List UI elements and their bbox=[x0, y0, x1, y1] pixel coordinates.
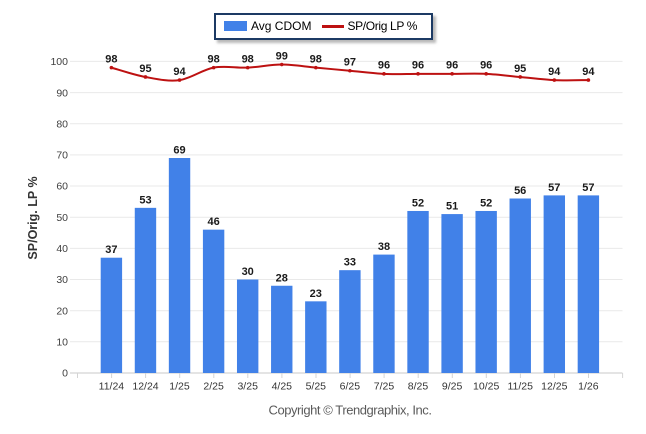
svg-text:99: 99 bbox=[276, 50, 288, 62]
svg-text:9/25: 9/25 bbox=[442, 381, 463, 393]
svg-text:98: 98 bbox=[310, 53, 322, 65]
svg-text:0: 0 bbox=[62, 368, 68, 380]
svg-text:98: 98 bbox=[242, 53, 254, 65]
svg-text:52: 52 bbox=[480, 198, 492, 210]
svg-text:96: 96 bbox=[446, 60, 458, 72]
svg-text:1/25: 1/25 bbox=[169, 381, 190, 393]
svg-text:4/25: 4/25 bbox=[272, 381, 293, 393]
svg-text:30: 30 bbox=[56, 274, 68, 286]
svg-text:98: 98 bbox=[207, 53, 219, 65]
svg-text:23: 23 bbox=[310, 288, 322, 300]
svg-text:5/25: 5/25 bbox=[306, 381, 327, 393]
svg-text:1/26: 1/26 bbox=[578, 381, 599, 393]
svg-text:6/25: 6/25 bbox=[340, 381, 361, 393]
svg-text:90: 90 bbox=[56, 87, 68, 99]
svg-text:96: 96 bbox=[412, 60, 424, 72]
svg-text:97: 97 bbox=[344, 57, 356, 69]
svg-text:37: 37 bbox=[105, 244, 117, 256]
svg-text:96: 96 bbox=[480, 60, 492, 72]
svg-text:52: 52 bbox=[412, 198, 424, 210]
svg-text:94: 94 bbox=[173, 66, 186, 78]
svg-text:80: 80 bbox=[56, 118, 68, 130]
svg-text:SP/Orig. LP %: SP/Orig. LP % bbox=[26, 176, 40, 259]
svg-text:94: 94 bbox=[582, 66, 595, 78]
svg-text:30: 30 bbox=[242, 266, 254, 278]
svg-text:10/25: 10/25 bbox=[473, 381, 499, 393]
svg-text:Copyright © Trendgraphix, Inc.: Copyright © Trendgraphix, Inc. bbox=[269, 403, 432, 418]
svg-text:38: 38 bbox=[378, 241, 390, 253]
svg-text:60: 60 bbox=[56, 181, 68, 193]
svg-text:10: 10 bbox=[56, 337, 68, 349]
svg-text:40: 40 bbox=[56, 243, 68, 255]
svg-text:50: 50 bbox=[56, 212, 68, 224]
svg-text:70: 70 bbox=[56, 150, 68, 162]
svg-text:2/25: 2/25 bbox=[203, 381, 224, 393]
svg-text:11/24: 11/24 bbox=[99, 381, 125, 393]
svg-text:100: 100 bbox=[50, 56, 68, 68]
svg-text:57: 57 bbox=[548, 182, 560, 194]
svg-text:51: 51 bbox=[446, 201, 458, 213]
svg-text:95: 95 bbox=[514, 63, 526, 75]
svg-text:33: 33 bbox=[344, 257, 356, 269]
svg-text:28: 28 bbox=[276, 272, 288, 284]
svg-text:3/25: 3/25 bbox=[237, 381, 258, 393]
svg-text:8/25: 8/25 bbox=[408, 381, 429, 393]
svg-text:20: 20 bbox=[56, 305, 68, 317]
svg-text:53: 53 bbox=[139, 194, 151, 206]
svg-text:69: 69 bbox=[173, 145, 185, 157]
svg-text:94: 94 bbox=[548, 66, 561, 78]
svg-text:11/25: 11/25 bbox=[507, 381, 533, 393]
svg-text:98: 98 bbox=[105, 53, 117, 65]
svg-text:56: 56 bbox=[514, 185, 526, 197]
svg-text:46: 46 bbox=[207, 216, 219, 228]
svg-text:95: 95 bbox=[139, 63, 151, 75]
svg-text:57: 57 bbox=[582, 182, 594, 194]
svg-text:96: 96 bbox=[378, 60, 390, 72]
svg-text:12/24: 12/24 bbox=[132, 381, 158, 393]
svg-text:7/25: 7/25 bbox=[374, 381, 395, 393]
svg-text:12/25: 12/25 bbox=[541, 381, 567, 393]
